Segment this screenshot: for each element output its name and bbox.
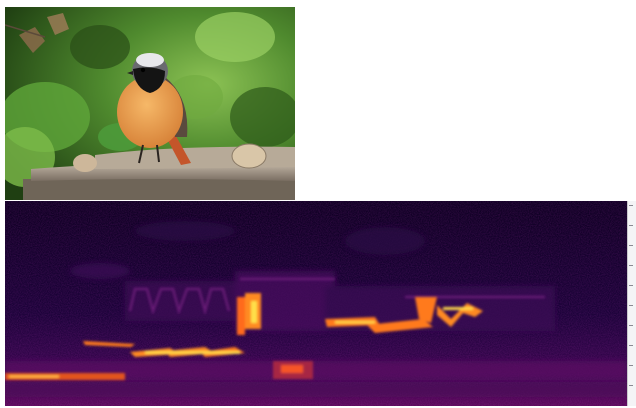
- scale-tick: [629, 325, 633, 326]
- spectrogram: [5, 201, 627, 406]
- scale-tick: [629, 265, 633, 266]
- scale-tick: [629, 365, 633, 366]
- scale-tick: [629, 385, 633, 386]
- scale-tick: [629, 305, 633, 306]
- scale-tick: [629, 225, 633, 226]
- scale-tick: [629, 205, 633, 206]
- bird: [117, 53, 191, 165]
- scale-tick: [629, 285, 633, 286]
- call-syllables: [5, 293, 483, 380]
- spectrogram-canvas: [5, 201, 627, 406]
- bird-photo-canvas: [5, 7, 295, 200]
- bird-photo: [5, 7, 295, 200]
- frequency-scale: [627, 201, 636, 406]
- log: [23, 179, 295, 200]
- scale-tick: [629, 245, 633, 246]
- scale-tick: [629, 345, 633, 346]
